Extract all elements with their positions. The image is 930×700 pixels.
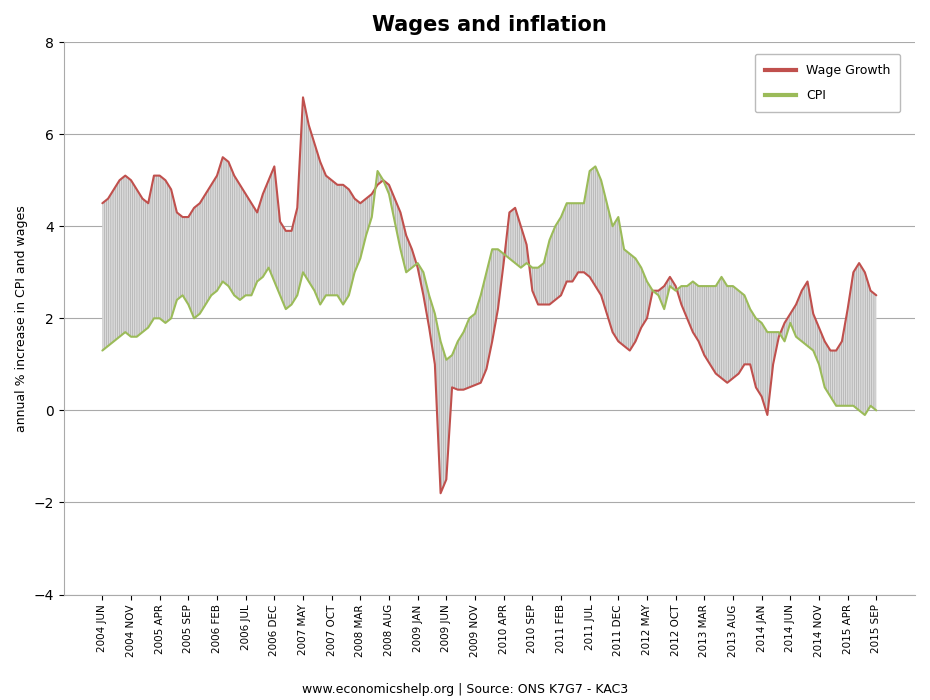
Legend: Wage Growth, CPI: Wage Growth, CPI xyxy=(754,54,900,113)
Y-axis label: annual % increase in CPI and wages: annual % increase in CPI and wages xyxy=(15,205,28,432)
Title: Wages and inflation: Wages and inflation xyxy=(372,15,606,35)
Text: www.economicshelp.org | Source: ONS K7G7 - KAC3: www.economicshelp.org | Source: ONS K7G7… xyxy=(302,683,628,696)
